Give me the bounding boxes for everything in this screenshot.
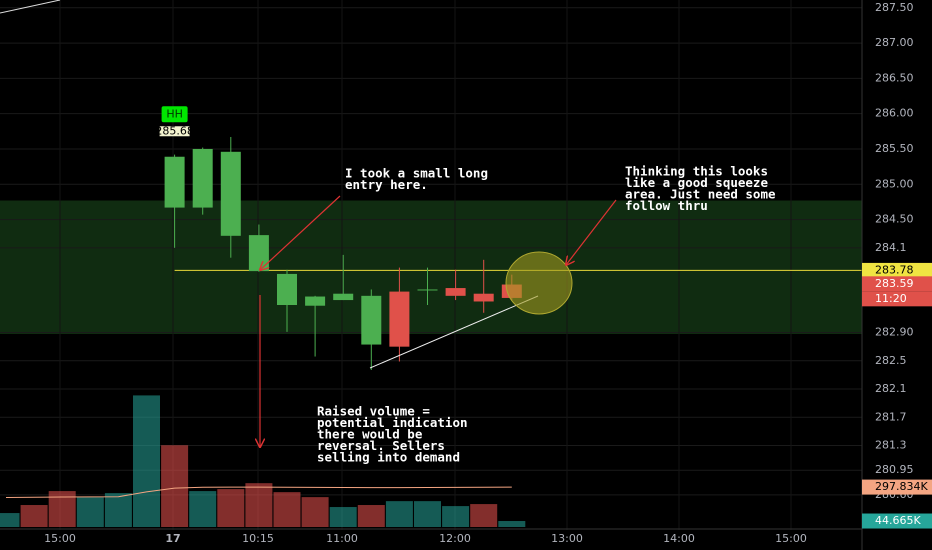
- x-tick-label: 10:15: [242, 532, 274, 545]
- y-tick-label: 281.3: [875, 439, 907, 452]
- candle-body: [473, 293, 494, 302]
- y-tick-label: 282.90: [875, 326, 914, 339]
- annotation: Thinking this looks: [625, 164, 768, 179]
- volume-ma: [5, 486, 512, 499]
- volume-bar: [217, 489, 245, 527]
- marker-price-box: [159, 126, 190, 137]
- volume-bar: [329, 507, 357, 527]
- candle-body: [333, 293, 354, 301]
- volume-bar: [385, 501, 413, 527]
- squeeze-circle: [505, 251, 573, 315]
- x-tick-label: 11:00: [326, 532, 358, 545]
- marker-text: HH: [166, 107, 183, 120]
- last-price-label-box: [862, 276, 932, 292]
- y-tick-label: 284.1: [875, 241, 907, 254]
- volume-bar: [470, 504, 498, 527]
- x-tick-label: 15:00: [44, 532, 76, 545]
- annotation: like a good squeeze: [625, 175, 768, 190]
- y-tick-label: 280.95: [875, 463, 914, 476]
- candle-body: [361, 295, 382, 345]
- trend-line: [369, 295, 539, 369]
- volume-bar: [498, 521, 526, 527]
- candle-body: [277, 273, 297, 306]
- y-tick-label: 287.00: [875, 36, 914, 49]
- x-tick-label: 12:00: [439, 532, 471, 545]
- y-tick-label: 285.50: [875, 142, 914, 155]
- annotation: area. Just need some: [625, 187, 776, 202]
- volume-bar: [357, 505, 385, 527]
- candle-body: [248, 235, 269, 272]
- volume-bar: [0, 513, 20, 527]
- annotation: selling into demand: [317, 450, 460, 465]
- volume-bar: [133, 395, 160, 527]
- prior-line: [0, 0, 61, 14]
- countdown-label: 11:20: [875, 292, 907, 305]
- x-tick-label: 17: [165, 532, 180, 545]
- candle-body: [192, 148, 213, 208]
- volume-bar: [442, 506, 470, 527]
- ma-label: 297.834K: [875, 480, 928, 493]
- arrow: [566, 199, 617, 265]
- volume-bar: [76, 497, 104, 527]
- volume-bar: [161, 445, 189, 527]
- candle-body: [164, 156, 185, 208]
- volume-bar: [20, 505, 48, 527]
- annotation: there would be: [317, 427, 423, 442]
- volume-bar: [104, 493, 132, 527]
- volume-bar: [245, 483, 273, 527]
- y-tick-label: 287.50: [875, 1, 914, 14]
- annotation: reversal. Sellers: [317, 438, 445, 453]
- y-tick-label: 286.00: [875, 107, 914, 120]
- y-tick-label: 286.50: [875, 71, 914, 84]
- level-label: 283.78: [875, 263, 914, 276]
- marker-price: 285.68: [155, 124, 194, 137]
- candle-body: [220, 151, 241, 236]
- x-tick-label: 14:00: [663, 532, 695, 545]
- volume-label: 44.665K: [875, 514, 921, 527]
- y-tick-label: 282.5: [875, 354, 907, 367]
- grid: [0, 0, 862, 530]
- ma-label-box: [862, 479, 932, 495]
- candle-body: [445, 288, 466, 296]
- price-axis: 287.50 287.00 286.50 286.00 285.50 285.00 284.…: [861, 0, 932, 550]
- volume-bar: [273, 492, 301, 527]
- marker-box: [161, 106, 188, 123]
- x-tick-label: 13:00: [551, 532, 583, 545]
- last-price-label: 283.59: [875, 277, 914, 290]
- annotation: follow thru: [625, 198, 708, 213]
- countdown-label-box: [862, 291, 932, 307]
- volume-bar: [301, 497, 329, 527]
- volume-bar: [414, 501, 441, 527]
- volume-label-box: [862, 513, 932, 529]
- candle-body: [389, 291, 410, 347]
- candle-body: [417, 289, 438, 291]
- zone: [0, 200, 862, 334]
- x-tick-label: 15:00: [775, 532, 807, 545]
- annotation: entry here.: [345, 177, 428, 192]
- level-label-box: [862, 262, 932, 278]
- annotation: Raised volume =: [317, 404, 430, 419]
- candle-body: [305, 296, 326, 306]
- annotation: I took a small long: [345, 166, 488, 181]
- y-tick-label: 285.00: [875, 177, 914, 190]
- y-tick-label: 281.7: [875, 410, 907, 423]
- annotation: potential indication: [317, 415, 468, 430]
- volume-bar: [189, 491, 217, 527]
- y-tick-label: 282.1: [875, 382, 907, 395]
- arrow: [260, 195, 341, 270]
- y-tick-label: 284.50: [875, 213, 914, 226]
